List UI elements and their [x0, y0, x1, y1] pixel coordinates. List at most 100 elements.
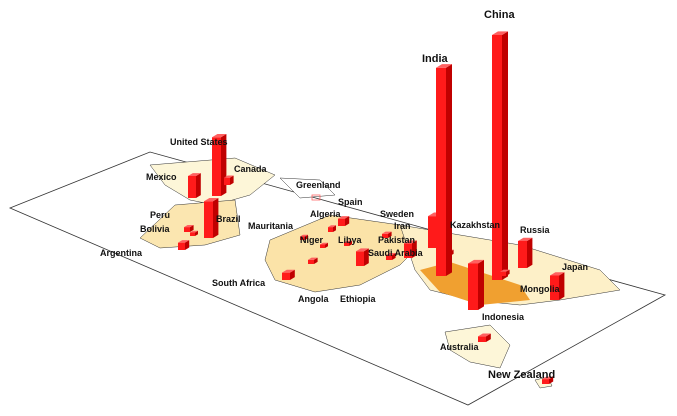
bar-face: [328, 225, 336, 228]
country-label: Kazakhstan: [450, 220, 500, 230]
country-label: Mexico: [146, 172, 177, 182]
bar-face: [213, 198, 219, 238]
bar-face: [212, 133, 227, 138]
country-label: China: [484, 9, 515, 21]
bar-face: [204, 198, 219, 202]
bar-brazil: [204, 198, 219, 238]
bar-face: [282, 269, 295, 273]
country-label: Sweden: [380, 209, 414, 219]
bar-face: [549, 376, 554, 384]
bar-face: [502, 31, 508, 281]
country-label: Ethiopia: [340, 294, 376, 304]
bar-face: [542, 379, 549, 384]
bar-angola: [308, 257, 318, 264]
bar-face: [344, 242, 349, 246]
country-label: Japan: [562, 262, 588, 272]
bar-face: [195, 230, 198, 236]
bar-face: [428, 216, 438, 248]
bar-face: [527, 237, 533, 268]
bar-face: [492, 35, 502, 280]
bar-japan: [550, 272, 565, 300]
bar-face: [328, 227, 333, 232]
country-label: Greenland: [296, 180, 341, 190]
greenland-marker: [311, 194, 321, 201]
bar-face: [190, 224, 194, 232]
bar-mexico: [188, 173, 201, 198]
bar-face: [325, 242, 328, 248]
bar-face: [446, 64, 452, 277]
bar-face: [190, 232, 195, 236]
country-label: Argentina: [100, 248, 143, 258]
country-label: India: [422, 53, 449, 65]
bar-face: [388, 231, 392, 238]
bar-mauritania: [300, 234, 308, 240]
bar-face: [404, 240, 417, 244]
country-label: Mauritania: [248, 221, 294, 231]
bar-face: [345, 216, 350, 226]
country-label: Saudi Arabia: [368, 248, 424, 258]
bar-face: [178, 242, 185, 250]
bar-libya: [344, 240, 352, 246]
bar-face: [382, 231, 392, 234]
bar-face: [486, 333, 491, 342]
bar-face: [188, 173, 201, 176]
bar-ethiopia: [356, 248, 369, 266]
bar-face: [204, 201, 213, 238]
bar-face: [190, 230, 198, 233]
bar-spain: [338, 216, 350, 226]
bar-face: [478, 259, 484, 310]
bar-face: [518, 241, 527, 268]
bar-indonesia: [468, 259, 484, 310]
bar-face: [468, 263, 478, 310]
bar-face: [300, 234, 308, 237]
country-label: South Africa: [212, 278, 266, 288]
country-label: Iran: [394, 221, 411, 231]
bar-saudi-arabia: [386, 252, 396, 260]
country-label: Libya: [338, 235, 363, 245]
bar-face: [314, 257, 318, 264]
bar-sweden: [382, 231, 392, 238]
bar-face: [344, 240, 352, 243]
bar-face: [468, 259, 484, 264]
bar-face: [436, 64, 452, 68]
labels: United States Canada Mexico Brazil Peru Boliv…: [100, 9, 588, 381]
bar-face: [500, 271, 506, 276]
bar-face: [333, 225, 336, 232]
country-label: Angola: [298, 294, 329, 304]
bar-face: [196, 173, 201, 198]
bar-china: [492, 31, 508, 281]
bar-face: [305, 234, 308, 240]
bar-russia: [518, 237, 533, 268]
bar-face: [412, 240, 417, 258]
land-africa-europe: [264, 214, 421, 293]
bar-face: [230, 175, 234, 185]
bar-face: [349, 240, 352, 246]
bar-face: [382, 233, 388, 238]
bar-face: [506, 269, 510, 276]
land-greenland: [279, 177, 336, 199]
bar-face: [386, 255, 392, 260]
bar-face: [559, 272, 565, 300]
bar-face: [356, 251, 364, 266]
bar-face: [356, 248, 369, 252]
country-label: Canada: [234, 164, 268, 174]
bar-face: [392, 252, 396, 260]
bar-face: [338, 218, 345, 226]
bar-face: [224, 175, 234, 178]
bar-face: [212, 137, 221, 196]
bar-face: [404, 243, 412, 258]
bar-face: [364, 248, 369, 266]
bar-face: [282, 272, 290, 280]
bar-peru: [184, 224, 194, 232]
bar-face: [184, 227, 190, 232]
bar-face: [178, 240, 190, 243]
country-label: Spain: [338, 197, 363, 207]
bar-face: [300, 236, 305, 240]
country-label: Brazil: [216, 214, 241, 224]
bar-algeria: [328, 225, 336, 232]
bar-face: [478, 333, 491, 337]
bar-iran: [404, 240, 417, 258]
bar-face: [550, 272, 565, 276]
bar-australia: [478, 333, 491, 342]
